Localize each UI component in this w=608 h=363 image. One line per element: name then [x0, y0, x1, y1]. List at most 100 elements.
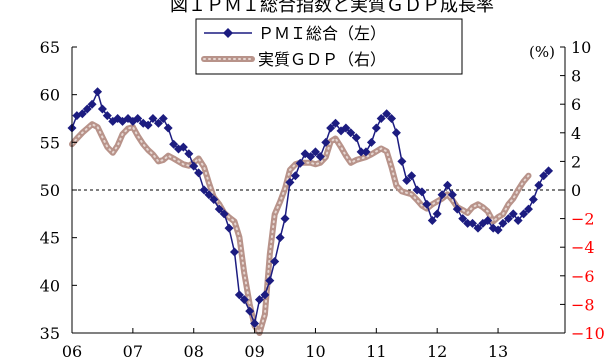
pmi-point — [437, 190, 447, 200]
right-tick-label: −10 — [571, 324, 605, 343]
pmi-point — [265, 276, 275, 286]
pmi-point — [295, 158, 305, 168]
legend: ＰＭＩ総合（左） 実質ＧＤＰ（右） — [195, 18, 463, 75]
left-tick-label: 60 — [40, 86, 60, 105]
legend-box — [195, 18, 463, 75]
pmi-point — [463, 218, 473, 228]
pmi-point — [230, 247, 240, 257]
pmi-point — [245, 306, 255, 316]
pmi-point — [452, 204, 462, 214]
x-tick-label: 06 — [62, 342, 82, 361]
series-layer — [67, 87, 554, 336]
pmi-point — [153, 118, 163, 128]
pmi-point — [290, 171, 300, 181]
pmi-point — [422, 199, 432, 209]
chart-title: 図１ＰＭＩ総合指数と実質ＧＤＰ成長率 — [170, 0, 494, 16]
pmi-point — [133, 114, 143, 123]
pmi-point — [239, 295, 249, 305]
right-unit-label: (%) — [529, 43, 555, 61]
left-tick-label: 50 — [40, 181, 60, 200]
right-tick-label: 10 — [571, 38, 591, 57]
right-tick-label: 0 — [571, 181, 581, 200]
pmi-point — [285, 177, 295, 187]
x-tick-label: 12 — [427, 342, 447, 361]
pmi-point — [351, 133, 361, 143]
pmi-point — [82, 104, 92, 114]
pmi-point — [528, 195, 538, 205]
pmi-point — [219, 209, 229, 219]
pmi-point — [356, 147, 366, 157]
pmi-point — [473, 223, 483, 233]
pmi-point — [483, 216, 493, 226]
pmi-point — [493, 225, 503, 235]
pmi-point — [534, 180, 544, 190]
right-tick-label: −2 — [571, 210, 595, 229]
pmi-point — [169, 139, 179, 149]
right-tick-label: −8 — [571, 295, 595, 314]
pmi-point — [280, 214, 290, 224]
pmi-point — [544, 166, 554, 176]
pmi-point — [503, 214, 513, 224]
pmi-point — [310, 147, 320, 157]
x-tick-label: 09 — [244, 342, 264, 361]
pmi-point — [158, 114, 168, 123]
pmi-point — [224, 223, 234, 233]
series-pmi — [67, 87, 554, 328]
pmi-point — [148, 114, 158, 123]
pmi-point — [275, 233, 285, 243]
pmi-point — [315, 152, 325, 162]
left-tick-label: 40 — [40, 276, 60, 295]
pmi-point — [361, 147, 371, 157]
pmi-point — [539, 171, 549, 181]
right-tick-label: 8 — [571, 67, 581, 86]
right-tick-label: 6 — [571, 95, 581, 114]
pmi-point — [254, 295, 264, 305]
title-group: 図１ＰＭＩ総合指数と実質ＧＤＰ成長率 — [170, 0, 494, 16]
right-tick-label: 2 — [571, 152, 581, 171]
axis-layer: 65 60 55 50 45 40 35 10 8 6 4 2 0 −2 −4 −6 −8 −10 (%) 06 07 0… — [40, 38, 605, 361]
pmi-point — [382, 109, 392, 119]
pmi-point — [376, 114, 386, 123]
pmi-point — [321, 137, 331, 147]
right-tick-label: −4 — [571, 238, 595, 257]
series-gdp — [69, 121, 532, 336]
gdp-line — [69, 121, 532, 336]
pmi-point — [366, 137, 376, 147]
pmi-point — [214, 204, 224, 214]
pmi-point — [397, 156, 407, 166]
x-tick-label: 08 — [184, 342, 204, 361]
x-tick-label: 11 — [366, 342, 386, 361]
pmi-point — [371, 123, 381, 133]
gdp-line-dots — [71, 122, 530, 336]
pmi-point — [391, 128, 401, 138]
right-tick-label: 4 — [571, 124, 581, 143]
pmi-point — [194, 168, 204, 178]
pmi-point — [199, 185, 209, 195]
pmi-point — [270, 257, 280, 266]
pmi-point — [102, 111, 112, 121]
pmi-point — [519, 209, 529, 219]
pmi-point — [417, 187, 427, 197]
pmi-point — [513, 216, 523, 226]
pmi-point — [467, 218, 477, 228]
pmi-point — [209, 195, 219, 205]
pmi-point — [336, 126, 346, 136]
pmi-point — [189, 161, 199, 171]
pmi-point — [306, 152, 316, 162]
left-tick-label: 35 — [40, 324, 60, 343]
pmi-point — [447, 190, 457, 200]
right-tick-label: −6 — [571, 267, 595, 286]
pmi-point — [402, 175, 412, 185]
pmi-point — [250, 318, 260, 328]
pmi-point — [234, 290, 244, 300]
pmi-point — [341, 123, 351, 133]
pmi-point — [407, 171, 417, 181]
left-tick-label: 65 — [40, 38, 60, 57]
pmi-point — [178, 142, 188, 152]
left-tick-label: 45 — [40, 229, 60, 248]
legend-label-gdp: 実質ＧＤＰ（右） — [258, 50, 386, 69]
pmi-point — [204, 190, 214, 200]
pmi-point — [93, 87, 103, 97]
pmi-point — [458, 214, 468, 224]
